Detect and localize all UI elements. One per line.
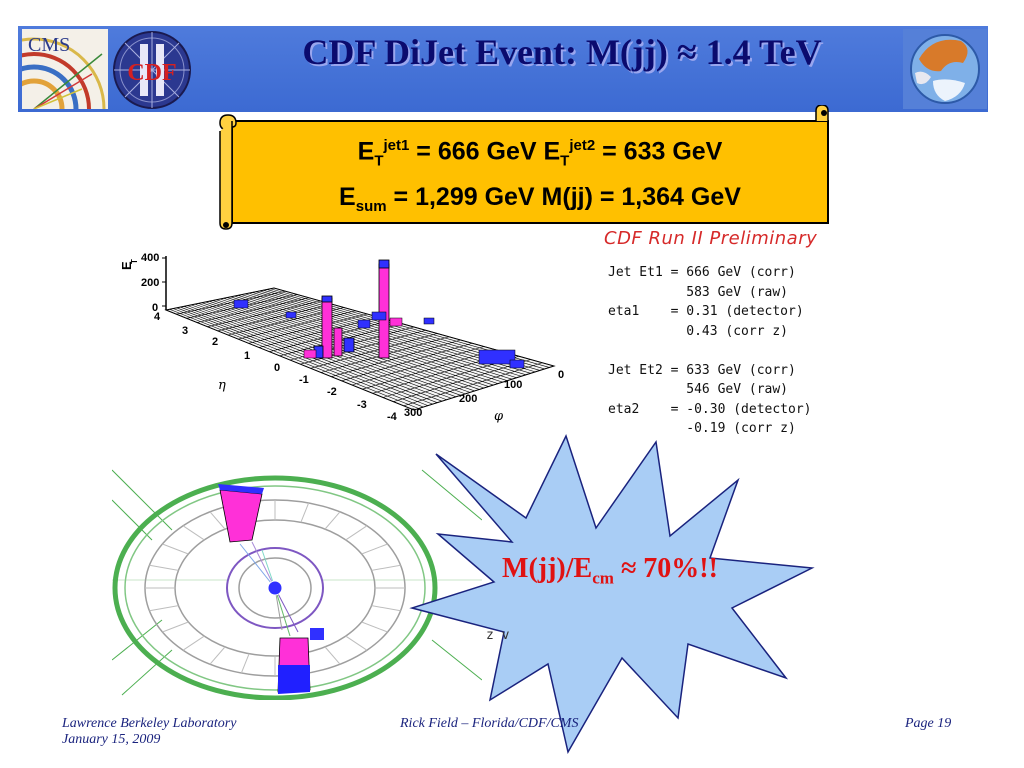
ratio-value: ≈ 70%!!	[613, 553, 718, 584]
lego-eta-tick: -3	[357, 399, 367, 411]
lego-y-axis-sub: T	[130, 259, 139, 264]
jet2-sup: jet2	[569, 137, 596, 154]
lego-y-axis-label: E	[119, 261, 134, 270]
event-info-line: 0.43 (corr z)	[608, 323, 789, 339]
event-info-line: -0.19 (corr z)	[608, 421, 796, 436]
scroll-banner-text: ETjet1 = 666 GeV ETjet2 = 633 GeV Esum =…	[242, 128, 838, 225]
et-jet1-value: = 666 GeV	[409, 137, 544, 166]
event-info-line: 546 GeV (raw)	[608, 382, 789, 397]
lego-y-tick: 200	[141, 277, 159, 289]
jet1-sup: jet1	[383, 137, 410, 154]
lego-eta-label: η	[218, 378, 226, 393]
slide-title: CDF DiJet Event: M(jj) ≈ 1.4 TeV	[302, 32, 822, 72]
lego-plot-graphic: E T 400 200 0 4 3 2 1 0 -1 -2 -3 -4 300 …	[119, 252, 564, 424]
et-sub: T	[560, 152, 570, 170]
et-jet2-value: = 633 GeV	[595, 137, 723, 166]
lego-eta-tick: -1	[299, 374, 309, 386]
footer-institution: Lawrence Berkeley Laboratory	[62, 716, 237, 731]
lego-phi-tick: 200	[459, 393, 477, 405]
event-info-line: Jet Et1 = 666 GeV (corr)	[608, 265, 796, 280]
event-info-text: Jet Et1 = 666 GeV (corr) 583 GeV (raw) e…	[608, 263, 812, 439]
footer-page-number: Page 19	[905, 716, 952, 731]
lego-eta-tick: 0	[274, 362, 280, 374]
footer-left: Lawrence Berkeley Laboratory January 15,…	[62, 716, 236, 748]
et-symbol: E	[357, 137, 375, 166]
lego-y-tick: 0	[152, 302, 158, 314]
scroll-line-2: Esum = 1,299 GeV M(jj) = 1,364 GeV	[242, 179, 838, 225]
footer-author: Rick Field – Florida/CDF/CMS	[400, 716, 579, 731]
scroll-line-1: ETjet1 = 666 GeV ETjet2 = 633 GeV	[242, 128, 838, 179]
cms-logo-text: CMS	[28, 34, 70, 56]
lego-eta-tick: 3	[182, 325, 188, 337]
lego-eta-tick: 1	[244, 350, 250, 362]
globe-logo	[903, 29, 987, 109]
lego-plot: E T 400 200 0 4 3 2 1 0 -1 -2 -3 -4 300 …	[114, 178, 604, 458]
event-info-line: eta1 = 0.31 (detector)	[608, 304, 804, 319]
lego-eta-tick: 2	[212, 336, 218, 348]
cdf-logo-text: CDF	[127, 60, 176, 86]
lego-eta-tick: -4	[387, 411, 398, 423]
footer-date: January 15, 2009	[62, 732, 161, 747]
starburst-callout	[409, 434, 815, 754]
et-sub: T	[374, 152, 384, 170]
cdf-logo: CDF	[113, 31, 191, 109]
cms-logo: CMS	[22, 29, 108, 109]
mjj-ecm-label: M(jj)/E	[502, 553, 593, 584]
lego-eta-tick: 4	[154, 311, 161, 323]
esum-mjj-value: = 1,299 GeV M(jj) = 1,364 GeV	[386, 183, 741, 212]
et-symbol: E	[543, 137, 561, 166]
detector-graphic	[112, 469, 482, 700]
ecm-sub: cm	[592, 568, 614, 588]
lego-phi-tick: 100	[504, 379, 522, 391]
detector-end-view	[112, 460, 482, 700]
lego-eta-tick: -2	[327, 386, 337, 398]
event-info-line: eta2 = -0.30 (detector)	[608, 401, 812, 417]
event-info-line: Jet Et2 = 633 GeV (corr)	[608, 362, 796, 378]
lego-y-tick: 400	[141, 252, 159, 264]
esum-sub: sum	[355, 198, 387, 216]
scroll-banner	[219, 105, 829, 230]
event-info-line: 583 GeV (raw)	[608, 284, 789, 300]
lego-phi-tick: 300	[404, 407, 422, 419]
lego-phi-tick: 0	[558, 369, 564, 381]
cdf-preliminary-heading: CDF Run II Preliminary	[604, 228, 818, 249]
lego-phi-label: φ	[494, 409, 504, 424]
esum-symbol: E	[339, 183, 356, 212]
detector-partial-label: z v	[486, 628, 510, 643]
starburst-text: M(jj)/Ecm ≈ 70%!!	[470, 553, 750, 589]
